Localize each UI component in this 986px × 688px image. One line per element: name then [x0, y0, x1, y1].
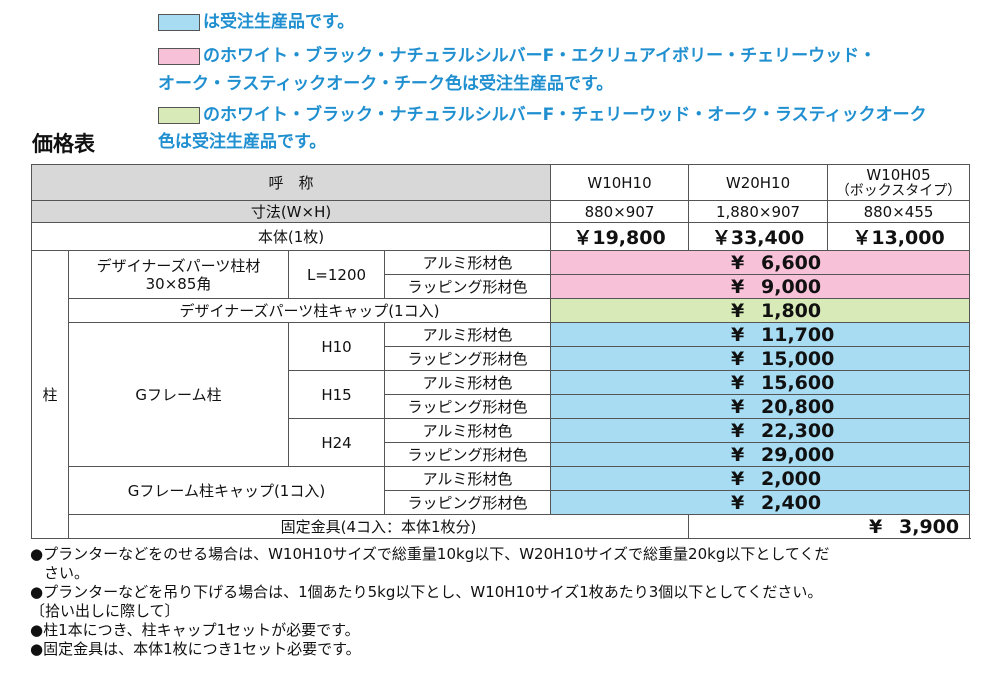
- yen-sign: ¥: [731, 419, 745, 442]
- yen-sign: ¥: [731, 491, 745, 514]
- body-price-w10h05: ￥13,000: [827, 222, 971, 251]
- designer-post-line1: デザイナーズパーツ柱材: [96, 256, 261, 275]
- yen-sign: ¥: [731, 323, 745, 346]
- price-value: 3,900: [899, 515, 960, 538]
- price-h15-wrap: ¥20,800: [550, 394, 971, 419]
- material-alu: アルミ形材色: [383, 466, 552, 491]
- header-w10h05-line1: W10H05: [866, 165, 931, 184]
- body-price-w20h10: ￥33,400: [688, 222, 829, 251]
- price-value: 22,300: [761, 419, 835, 442]
- price-value: 11,700: [761, 323, 835, 346]
- legend-pink-text-2: オーク・ラスティックオーク・チーク色は受注生産品です。: [158, 74, 614, 94]
- note-1b: さい。: [44, 564, 90, 582]
- page-title: 価格表: [32, 132, 95, 156]
- note-3: 〔拾い出しに際して〕: [30, 602, 180, 620]
- material-wrap: ラッピング形材色: [383, 346, 552, 371]
- material-alu: アルミ形材色: [383, 250, 552, 275]
- g-post-label: Gフレーム柱: [68, 322, 289, 467]
- price-h10-wrap: ¥15,000: [550, 346, 971, 371]
- price-h24-wrap: ¥29,000: [550, 442, 971, 467]
- price-value: 2,400: [761, 491, 822, 514]
- yen-sign: ¥: [731, 299, 745, 322]
- price-h24-alu: ¥22,300: [550, 418, 971, 443]
- dims-label: 寸法(W×H): [30, 200, 552, 223]
- body-label: 本体(1枚): [30, 222, 552, 251]
- legend-swatch-pink: [158, 48, 200, 65]
- g-cap-label: Gフレーム柱キャップ(1コ入): [68, 466, 385, 515]
- legend-green-text-2: 色は受注生産品です。: [158, 132, 327, 152]
- material-alu: アルミ形材色: [383, 418, 552, 443]
- note-1a: ●プランターなどをのせる場合は、W10H10サイズで総重量10kg以下、W20H…: [30, 545, 830, 563]
- price-value: 15,000: [761, 347, 835, 370]
- price-g-cap-alu: ¥2,000: [550, 466, 971, 491]
- material-alu: アルミ形材色: [383, 322, 552, 347]
- dims-w20h10: 1,880×907: [688, 200, 829, 223]
- price-table: 呼 称 W10H10 W20H10 W10H05 （ボックスタイプ） 寸法(W×…: [30, 164, 971, 539]
- designer-post-label: デザイナーズパーツ柱材 30×85角: [68, 250, 289, 299]
- post-label: 柱: [31, 250, 69, 539]
- yen-sign: ¥: [731, 347, 745, 370]
- price-value: 15,600: [761, 371, 835, 394]
- designer-post-line2: 30×85角: [145, 274, 212, 293]
- note-2: ●プランターなどを吊り下げる場合は、1個あたり5kg以下とし、W10H10サイズ…: [30, 583, 823, 601]
- price-value: 20,800: [761, 395, 835, 418]
- price-designer-alu: ¥6,600: [550, 250, 971, 275]
- dims-w10h05: 880×455: [827, 200, 971, 223]
- yen-sign: ¥: [731, 371, 745, 394]
- yen-sign: ¥: [731, 395, 745, 418]
- designer-cap-label: デザイナーズパーツ柱キャップ(1コ入): [67, 298, 552, 323]
- header-w10h10: W10H10: [550, 164, 690, 201]
- g-post-h10: H10: [288, 322, 385, 371]
- material-wrap: ラッピング形材色: [383, 394, 552, 419]
- material-wrap: ラッピング形材色: [383, 442, 552, 467]
- dims-w10h10: 880×907: [550, 200, 690, 223]
- yen-sign: ¥: [869, 515, 883, 538]
- price-g-cap-wrap: ¥2,400: [550, 490, 971, 515]
- yen-sign: ¥: [731, 275, 745, 298]
- header-w20h10: W20H10: [688, 164, 829, 201]
- header-w10h05: W10H05 （ボックスタイプ）: [827, 164, 971, 201]
- price-value: 1,800: [761, 299, 822, 322]
- price-value: 6,600: [761, 251, 822, 274]
- body-price-w10h10: ￥19,800: [550, 222, 690, 251]
- material-alu: アルミ形材色: [383, 370, 552, 395]
- header-name: 呼 称: [30, 164, 552, 201]
- price-h10-alu: ¥11,700: [550, 322, 971, 347]
- material-wrap: ラッピング形材色: [383, 490, 552, 515]
- yen-sign: ¥: [731, 467, 745, 490]
- note-4: ●柱1本につき、柱キャップ1セットが必要です。: [30, 621, 360, 639]
- header-w10h05-line2: （ボックスタイプ）: [835, 182, 962, 199]
- legend-green-text-1: のホワイト・ブラック・ナチュラルシルバーF・チェリーウッド・オーク・ラスティック…: [203, 105, 927, 125]
- price-value: 29,000: [761, 443, 835, 466]
- price-value: 2,000: [761, 467, 822, 490]
- yen-sign: ¥: [731, 251, 745, 274]
- price-h15-alu: ¥15,600: [550, 370, 971, 395]
- price-designer-cap: ¥1,800: [550, 298, 971, 323]
- note-5: ●固定金具は、本体1枚につき1セット必要です。: [30, 640, 361, 658]
- price-designer-wrap: ¥9,000: [550, 274, 971, 299]
- legend-swatch-green: [158, 107, 200, 124]
- yen-sign: ¥: [731, 443, 745, 466]
- price-fixing: ¥3,900: [688, 514, 971, 539]
- notes: ●プランターなどをのせる場合は、W10H10サイズで総重量10kg以下、W20H…: [30, 545, 980, 659]
- legend-blue-text: は受注生産品です。: [203, 12, 355, 32]
- price-value: 9,000: [761, 275, 822, 298]
- g-post-h15: H15: [288, 370, 385, 419]
- legend-pink-text-1: のホワイト・ブラック・ナチュラルシルバーF・エクリュアイボリー・チェリーウッド・: [203, 46, 877, 66]
- material-wrap: ラッピング形材色: [383, 274, 552, 299]
- g-post-h24: H24: [288, 418, 385, 467]
- legend-swatch-blue: [158, 14, 200, 31]
- fixing-label: 固定金具(4コ入：本体1枚分): [67, 514, 690, 539]
- designer-post-length: L=1200: [288, 250, 385, 299]
